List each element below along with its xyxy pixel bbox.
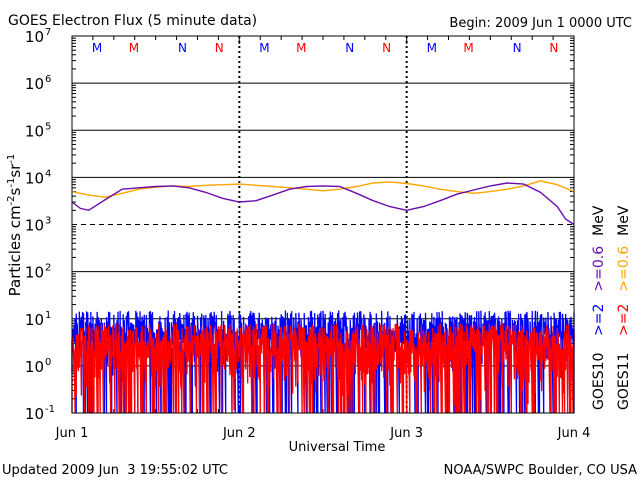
y-tick-label: 10	[25, 264, 44, 282]
legend-goes10-2mev: >=2	[591, 304, 607, 336]
x-tick-labels: Jun 1 Jun 2 Jun 3 Jun 4	[55, 426, 591, 441]
y-tick-exponent: -1	[45, 404, 55, 415]
legend-goes11-06mev: >=0.6	[616, 246, 632, 292]
chart-title: GOES Electron Flux (5 minute data)	[8, 13, 257, 29]
y-tick-label: 10	[25, 28, 44, 46]
legend-mev-2: MeV	[616, 205, 632, 236]
legend-mev-1: MeV	[591, 205, 607, 236]
legend: >=2 >=0.6 MeV >=2 >=0.6 MeV GOES10 GOES11	[591, 205, 632, 410]
y-tick-label: 10	[25, 217, 44, 235]
legend-goes10-06mev: >=0.6	[591, 246, 607, 292]
noon-marker: N	[549, 41, 558, 55]
y-tick-exponent: 7	[45, 27, 51, 38]
x-axis-label: Universal Time	[289, 440, 386, 455]
legend-goes10-label: >=2 >=0.6 MeV	[591, 205, 607, 336]
legend-goes11-2mev: >=2	[616, 304, 632, 336]
y-tick-label: 10	[25, 169, 44, 187]
y-tick-exponent: 3	[45, 216, 51, 227]
noon-marker: N	[178, 41, 187, 55]
noon-marker: M	[463, 41, 473, 55]
credit-text: NOAA/SWPC Boulder, CO USA	[444, 463, 637, 478]
y-axis-label: Particles cm-2s-1sr-1	[6, 154, 24, 297]
x-tick-label: Jun 1	[55, 426, 89, 441]
noon-marker: M	[129, 41, 139, 55]
series-goes10-06mev	[71, 182, 575, 226]
y-tick-exponent: 4	[45, 168, 51, 179]
y-tick-exponent: 1	[45, 310, 51, 321]
begin-label: Begin: 2009 Jun 1 0000 UTC	[449, 16, 632, 31]
legend-goes11-label: >=2 >=0.6 MeV	[616, 205, 632, 336]
noon-marker: N	[513, 41, 522, 55]
noon-marker: N	[345, 41, 354, 55]
y-tick-label: 10	[25, 75, 44, 93]
y-tick-label: 10	[25, 311, 44, 329]
y-tick-label: 10	[25, 358, 44, 376]
series-goes11-2mev	[71, 323, 575, 414]
y-tick-exponent: 6	[45, 74, 51, 85]
noon-marker: N	[382, 41, 391, 55]
y-tick-exponent: 0	[45, 357, 51, 368]
updated-timestamp: Updated 2009 Jun 3 19:55:02 UTC	[2, 463, 228, 478]
plot-frame	[71, 35, 575, 414]
y-tick-exponent: 5	[45, 121, 51, 132]
series-goes11-06mev	[71, 180, 575, 198]
high-energy-series	[71, 310, 575, 414]
y-tick-label: 10	[25, 122, 44, 140]
legend-goes10: GOES10	[591, 353, 607, 410]
x-tick-label: Jun 4	[557, 426, 591, 441]
x-tick-label: Jun 2	[222, 426, 256, 441]
y-tick-label: 10	[25, 405, 44, 423]
legend-goes11: GOES11	[616, 353, 632, 410]
noon-marker: M	[296, 41, 306, 55]
noon-marker: N	[215, 41, 224, 55]
low-energy-series	[71, 180, 575, 226]
noon-marker: M	[92, 41, 102, 55]
noon-marker: M	[259, 41, 269, 55]
noon-marker: M	[427, 41, 437, 55]
y-tick-exponent: 2	[45, 263, 51, 274]
x-tick-label: Jun 3	[389, 426, 423, 441]
